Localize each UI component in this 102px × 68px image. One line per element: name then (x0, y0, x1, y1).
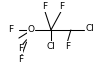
Text: F: F (65, 42, 70, 51)
Text: F: F (59, 2, 64, 11)
Text: F: F (8, 25, 13, 34)
Text: Cl: Cl (85, 24, 94, 33)
Text: O: O (27, 25, 34, 34)
Text: F: F (18, 55, 23, 64)
Text: F: F (42, 2, 47, 11)
Text: Cl: Cl (47, 42, 55, 51)
Text: F: F (18, 44, 23, 53)
